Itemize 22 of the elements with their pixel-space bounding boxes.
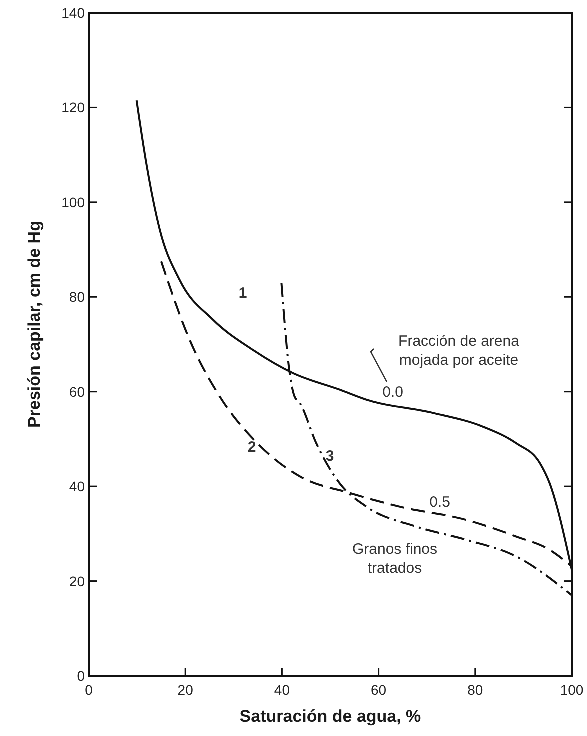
y-tick-label: 80	[69, 289, 86, 306]
annotation: 0.5	[430, 494, 450, 511]
annotation: Granos finos tratados	[352, 541, 438, 577]
series-label: 2	[248, 439, 256, 456]
x-tick-label: 80	[468, 682, 484, 698]
text: 1	[238, 285, 248, 302]
annotation: Fracción de arena mojada por aceite	[398, 333, 520, 369]
y-tick-label: 0	[77, 668, 86, 684]
x-axis-title: Saturación de agua, %	[240, 707, 422, 726]
x-tick-label: 20	[178, 682, 194, 698]
x-tick-label: 100	[560, 682, 584, 698]
y-tick-label: 140	[62, 5, 86, 21]
y-axis-title: Presión capilar, cm de Hg	[25, 221, 44, 428]
y-tick-label: 120	[62, 100, 86, 116]
x-tick-label: 40	[274, 682, 290, 698]
y-tick-label: 60	[69, 384, 86, 400]
y-tick-label: 40	[69, 478, 86, 495]
series-label: 3	[326, 448, 334, 465]
y-tick-label: 100	[62, 194, 86, 210]
y-tick-label: 20	[69, 573, 86, 590]
annotation: 0.0	[382, 384, 404, 401]
x-tick-label: 60	[371, 682, 387, 698]
